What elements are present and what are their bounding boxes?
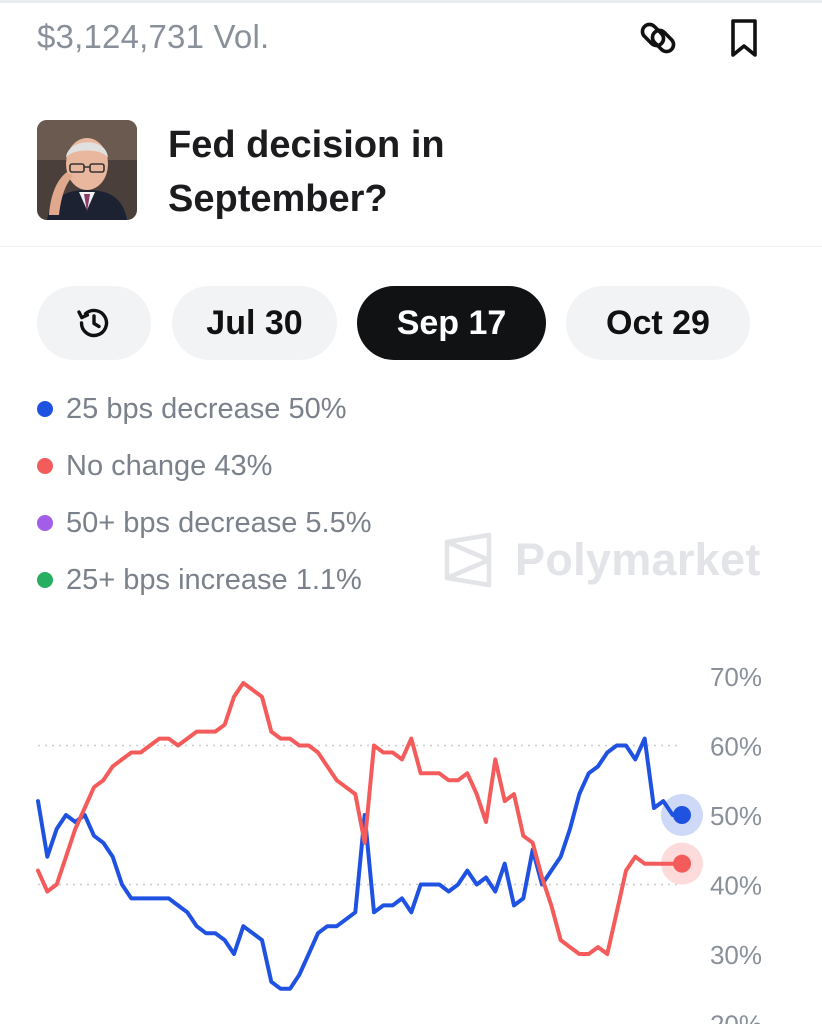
legend-dot-green [37,572,53,588]
link-button[interactable] [636,16,680,60]
polymarket-watermark: Polymarket [443,532,761,588]
market-title-line2: September? [168,178,388,220]
legend-item-50bps-decrease: 50+ bps decrease 5.5% [37,503,372,543]
tab-oct-29[interactable]: Oct 29 [566,286,750,360]
legend-label: 25 bps decrease 50% [66,392,347,425]
history-button[interactable] [37,286,151,360]
series-marker-dot [673,806,691,824]
series-marker-dot [673,854,691,873]
y-tick-label: 70% [710,662,762,692]
legend-label: 25+ bps increase 1.1% [66,563,362,596]
legend-label: No change 43% [66,449,273,482]
y-tick-label: 60% [710,732,762,762]
tab-jul-30[interactable]: Jul 30 [172,286,337,360]
legend-label: 50+ bps decrease 5.5% [66,506,372,539]
legend-dot-red [37,458,53,474]
price-history-chart[interactable]: 70% 60% 50% 40% 30% 20% [0,640,822,1024]
y-tick-label: 40% [710,871,762,901]
link-icon [640,22,676,54]
section-divider [0,246,822,247]
portrait-avatar [37,120,137,220]
market-title-line1: Fed decision in [168,124,445,166]
legend-item-25bps-decrease: 25 bps decrease 50% [37,389,347,429]
y-tick-label: 20% [710,1010,762,1024]
bookmark-button[interactable] [722,16,766,60]
legend-dot-blue [37,401,53,417]
tab-sep-17[interactable]: Sep 17 [357,286,546,360]
watermark-text: Polymarket [515,534,761,585]
y-tick-label: 50% [710,801,762,831]
legend-dot-purple [37,515,53,531]
history-icon [77,308,109,338]
market-avatar [37,120,137,220]
series-line-1 [36,681,684,956]
bookmark-icon [731,19,757,57]
volume-label: $3,124,731 Vol. [37,18,270,55]
y-tick-label: 30% [710,940,762,970]
polymarket-logo-icon [444,532,492,588]
legend-item-25bps-increase: 25+ bps increase 1.1% [37,560,362,600]
top-border [0,0,822,3]
series-line-0 [36,736,684,991]
market-title: Fed decision in September? [168,118,688,226]
legend-item-no-change: No change 43% [37,446,272,486]
